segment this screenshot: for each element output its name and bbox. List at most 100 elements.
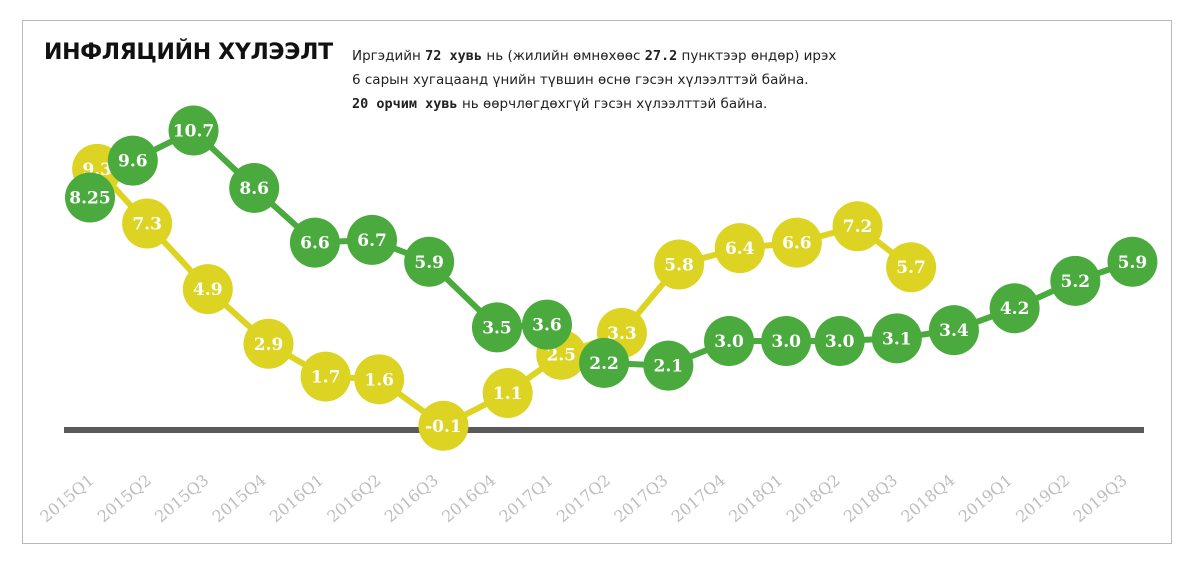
x-tick-label: 2019Q1 <box>955 471 1016 527</box>
x-tick-label: 2017Q4 <box>668 471 729 527</box>
green-data-point: 3.1 <box>871 313 922 364</box>
green-point-label: 8.25 <box>69 189 110 209</box>
green-data-point: 2.2 <box>579 337 630 388</box>
green-point-bubble <box>521 299 572 350</box>
x-tick-label: 2017Q2 <box>553 471 614 527</box>
green-point-bubble <box>1107 236 1158 287</box>
x-axis-line <box>64 427 1144 433</box>
yellow-point-label: 4.9 <box>193 280 223 300</box>
desc-l1-a: Иргэдийн <box>352 48 426 64</box>
yellow-data-point: 4.9 <box>182 264 233 315</box>
green-data-point: 9.6 <box>107 135 158 186</box>
desc-l1-b: 72 хувь <box>425 48 483 64</box>
yellow-point-bubble <box>354 354 405 405</box>
yellow-data-point: 7.3 <box>122 198 173 249</box>
green-data-point: 5.9 <box>404 236 455 287</box>
green-point-bubble <box>704 316 755 367</box>
yellow-point-label: 2.9 <box>254 335 284 355</box>
green-point-label: 3.5 <box>482 318 512 338</box>
green-data-point: 5.2 <box>1050 255 1101 306</box>
yellow-point-label: -0.1 <box>425 417 462 437</box>
yellow-point-label: 5.8 <box>664 256 694 276</box>
x-tick-label: 2018Q1 <box>725 471 786 527</box>
description-line-2: 6 сарын хугацаанд үнийн түвшин өснө гэсэ… <box>352 72 809 88</box>
yellow-data-point: 7.2 <box>832 201 883 252</box>
x-tick-label: 2016Q1 <box>266 471 327 527</box>
green-point-label: 3.0 <box>825 332 855 352</box>
yellow-data-point: 2.9 <box>243 318 294 369</box>
green-point-bubble <box>1050 255 1101 306</box>
yellow-point-bubble <box>482 367 533 418</box>
x-tick-label: 2016Q4 <box>438 471 499 527</box>
green-data-point: 3.6 <box>521 299 572 350</box>
yellow-data-point: 5.7 <box>886 242 937 293</box>
yellow-point-bubble <box>832 201 883 252</box>
green-point-label: 10.7 <box>173 122 214 142</box>
yellow-point-bubble <box>122 198 173 249</box>
yellow-point-label: 6.4 <box>725 239 755 259</box>
x-tick-label: 2017Q3 <box>610 471 671 527</box>
green-point-bubble <box>989 283 1040 334</box>
yellow-data-point: 1.6 <box>354 354 405 405</box>
green-point-label: 3.0 <box>714 332 744 352</box>
yellow-point-bubble <box>300 351 351 402</box>
yellow-point-bubble <box>182 264 233 315</box>
x-tick-label: 2015Q3 <box>151 471 212 527</box>
green-point-label: 3.0 <box>771 332 801 352</box>
green-data-point: 3.0 <box>704 316 755 367</box>
green-data-point: 3.4 <box>928 305 979 356</box>
green-point-bubble <box>65 172 115 223</box>
green-point-label: 3.1 <box>882 329 912 349</box>
green-point-bubble <box>229 162 280 213</box>
yellow-point-label: 6.6 <box>782 234 812 254</box>
yellow-data-point: 6.6 <box>771 217 822 268</box>
x-tick-label: 2018Q3 <box>840 471 901 527</box>
chart-title: ИНФЛЯЦИЙН ХҮЛЭЭЛТ <box>44 40 333 65</box>
desc-l3-a: 20 орчим хувь <box>352 96 458 112</box>
green-point-bubble <box>404 236 455 287</box>
yellow-point-label: 7.2 <box>843 217 873 237</box>
yellow-point-bubble <box>771 217 822 268</box>
x-tick-label: 2017Q1 <box>496 471 557 527</box>
x-tick-label: 2015Q1 <box>36 471 97 527</box>
green-data-point: 3.0 <box>814 316 865 367</box>
green-point-label: 5.9 <box>414 253 444 273</box>
yellow-point-bubble <box>243 318 294 369</box>
yellow-point-bubble <box>654 239 705 290</box>
green-data-point: 10.7 <box>168 105 219 156</box>
green-point-bubble <box>168 105 219 156</box>
yellow-point-bubble <box>886 242 937 293</box>
yellow-data-point: -0.1 <box>418 400 469 451</box>
green-point-bubble <box>579 337 630 388</box>
desc-l1-d: 27.2 <box>644 48 678 64</box>
green-point-bubble <box>871 313 922 364</box>
green-point-label: 6.6 <box>300 234 330 254</box>
green-data-point: 3.5 <box>471 302 522 353</box>
green-point-bubble <box>289 217 340 268</box>
description-line-3: 20 орчим хувь нь өөрчлөгдөхгүй гэсэн хүл… <box>352 92 972 116</box>
yellow-data-point: 1.7 <box>300 351 351 402</box>
x-tick-label: 2018Q4 <box>897 471 958 527</box>
green-point-label: 2.2 <box>589 354 619 374</box>
green-point-label: 6.7 <box>357 231 387 251</box>
green-point-label: 8.6 <box>239 179 269 199</box>
x-tick-label: 2015Q2 <box>94 471 155 527</box>
green-point-bubble <box>928 305 979 356</box>
chart-description: Иргэдийн 72 хувь нь (жилийн өмнөхөөс 27.… <box>352 44 972 116</box>
green-data-point: 5.9 <box>1107 236 1158 287</box>
desc-l1-c: нь (жилийн өмнөхөөс <box>482 48 645 64</box>
x-tick-label: 2016Q2 <box>323 471 384 527</box>
green-data-point: 6.6 <box>289 217 340 268</box>
x-tick-labels: 2015Q12015Q22015Q32015Q42016Q12016Q22016… <box>36 471 1130 527</box>
description-line-1: Иргэдийн 72 хувь нь (жилийн өмнөхөөс 27.… <box>352 44 972 68</box>
green-point-label: 2.1 <box>654 357 684 377</box>
green-point-bubble <box>471 302 522 353</box>
x-tick-label: 2018Q2 <box>783 471 844 527</box>
green-point-label: 9.6 <box>118 152 148 172</box>
green-point-bubble <box>347 214 398 265</box>
x-tick-label: 2019Q3 <box>1070 471 1131 527</box>
yellow-data-point: 6.4 <box>714 223 765 274</box>
green-data-point: 8.6 <box>229 162 280 213</box>
yellow-point-label: 1.6 <box>364 370 394 390</box>
green-data-point: 4.2 <box>989 283 1040 334</box>
